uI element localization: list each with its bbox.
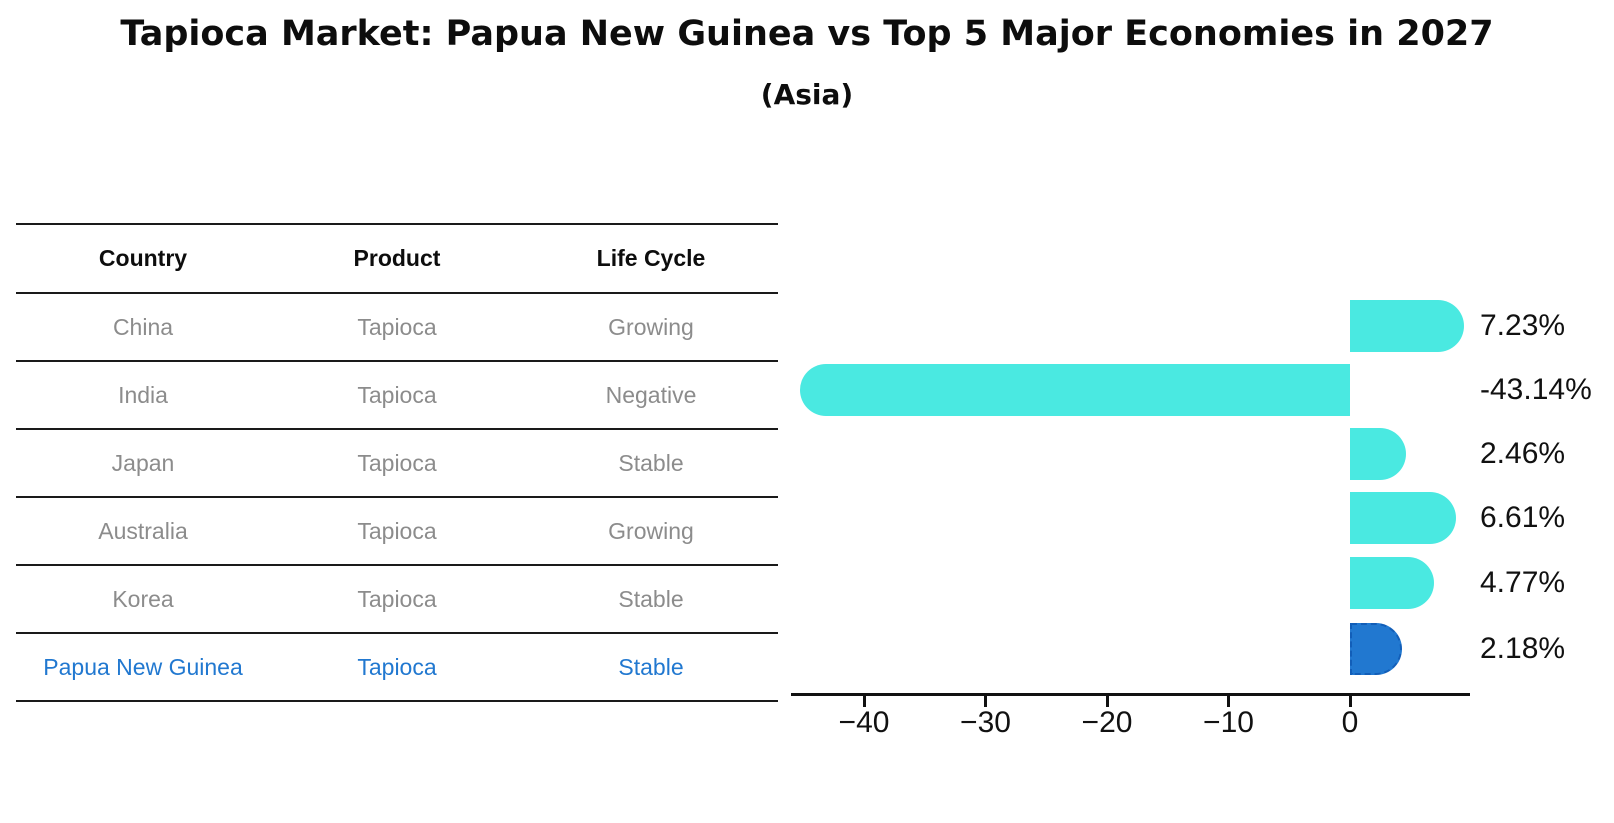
- bar-china: [1350, 300, 1464, 352]
- table-cell-life-cycle: Negative: [605, 381, 697, 408]
- table-row-papua-new-guinea: Papua New Guinea Tapioca Stable: [16, 633, 778, 701]
- x-tick-label: −20: [1081, 706, 1133, 739]
- table-cell-country: India: [118, 381, 168, 408]
- table-header-row: Country Product Life Cycle: [16, 224, 778, 293]
- table-cell-life-cycle: Growing: [608, 517, 694, 544]
- bar-japan: [1350, 428, 1406, 480]
- table-row-india: India Tapioca Negative: [16, 361, 778, 429]
- x-tick: [1348, 696, 1352, 707]
- table-row-china: China Tapioca Growing: [16, 293, 778, 361]
- bar-value-label: 4.77%: [1480, 566, 1566, 599]
- table-cell-life-cycle: Stable: [618, 585, 684, 612]
- table-cell-product: Tapioca: [357, 585, 437, 612]
- bar-papua-new-guinea: [1350, 623, 1403, 675]
- bar-value-label: -43.14%: [1480, 373, 1592, 406]
- chart-title: Tapioca Market: Papua New Guinea vs Top …: [120, 14, 1494, 54]
- x-tick: [1105, 696, 1109, 707]
- table-cell-life-cycle: Growing: [608, 313, 694, 340]
- table-cell-product: Tapioca: [357, 653, 437, 680]
- x-tick-label: 0: [1341, 706, 1359, 739]
- table-cell-product: Tapioca: [357, 313, 437, 340]
- column-header-product: Product: [353, 245, 441, 271]
- x-tick-label: −40: [838, 706, 890, 739]
- bar-india: [799, 364, 1350, 416]
- bar-value-label: 2.18%: [1480, 632, 1566, 665]
- x-tick-label: −30: [960, 706, 1011, 739]
- bar-australia: [1350, 492, 1457, 544]
- table-row-australia: Australia Tapioca Growing: [16, 497, 778, 565]
- table-cell-product: Tapioca: [357, 381, 437, 408]
- column-header-life-cycle: Life Cycle: [596, 245, 706, 271]
- table-cell-country: Korea: [112, 585, 174, 612]
- column-header-country: Country: [98, 245, 188, 271]
- table-cell-country: Papua New Guinea: [43, 653, 243, 680]
- bar-korea: [1350, 557, 1434, 609]
- bar-value-label: 7.23%: [1480, 309, 1566, 342]
- x-axis: [791, 693, 1470, 696]
- table-header: Country Product Life Cycle: [16, 224, 778, 293]
- chart-subtitle: (Asia): [760, 78, 854, 111]
- table-cell-country: China: [112, 313, 174, 340]
- table-cell-life-cycle: Stable: [618, 449, 684, 476]
- bar-value-label: 2.46%: [1480, 437, 1566, 470]
- table-row-korea: Korea Tapioca Stable: [16, 565, 778, 633]
- table-cell-life-cycle: Stable: [618, 653, 684, 680]
- table-cell-product: Tapioca: [357, 449, 437, 476]
- x-tick: [862, 696, 866, 707]
- table-row-japan: Japan Tapioca Stable: [16, 429, 778, 497]
- country-table: Country Product Life Cycle China Tapioca Gro…: [16, 223, 778, 702]
- x-tick: [1227, 696, 1230, 707]
- x-tick-label: −10: [1203, 706, 1254, 739]
- table-cell-product: Tapioca: [357, 517, 437, 544]
- table-cell-country: Japan: [111, 449, 175, 476]
- table-body: China Tapioca Growing India Tapioca Negative J…: [16, 293, 778, 701]
- table-cell-country: Australia: [98, 517, 188, 544]
- bar-value-label: 6.61%: [1480, 501, 1566, 534]
- x-tick: [984, 696, 987, 707]
